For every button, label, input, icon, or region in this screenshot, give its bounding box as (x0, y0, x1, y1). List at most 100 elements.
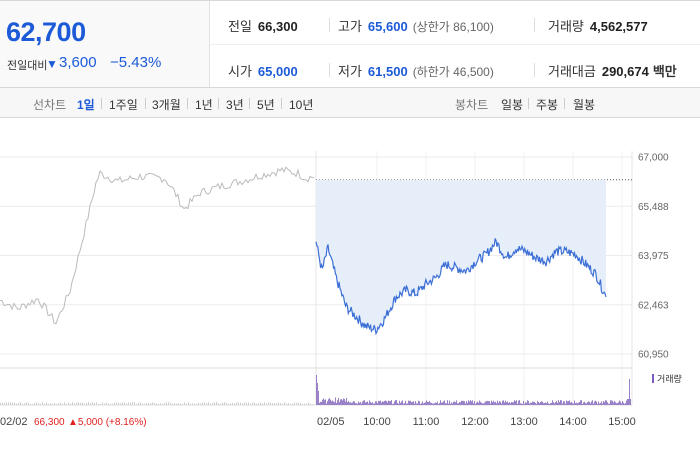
period-1w-tab[interactable]: 1주일 (109, 98, 138, 112)
volume-bar (238, 402, 239, 405)
candle-chart-label: 봉차트 (455, 98, 489, 112)
volume-bar (594, 401, 595, 405)
volume-bar (146, 402, 147, 405)
volume-bar (430, 402, 431, 405)
volume-bar (353, 401, 354, 405)
volume-bar (294, 402, 295, 405)
trade-value-label: 거래대금 (548, 64, 596, 79)
volume-bar (555, 402, 556, 405)
volume-bar (40, 403, 41, 405)
low-label: 저가 (338, 64, 362, 79)
volume-bar (106, 402, 107, 405)
volume-bar (505, 400, 506, 405)
volume-bar (552, 400, 553, 405)
period-3m-tab[interactable]: 3개월 (152, 98, 181, 112)
volume-bar (522, 403, 523, 405)
volume-bar (420, 403, 421, 405)
volume-bar (465, 403, 466, 405)
period-1d-tab[interactable]: 1일 (77, 98, 95, 112)
volume-bar (481, 402, 482, 405)
volume-bar (388, 400, 389, 405)
volume-bar (74, 403, 75, 405)
volume-bar (142, 403, 143, 405)
period-1y-tab[interactable]: 1년 (195, 98, 213, 112)
volume-bar (490, 403, 491, 405)
period-5y-tab[interactable]: 5년 (257, 98, 275, 112)
volume-bar (312, 403, 313, 405)
volume-bar (554, 403, 555, 405)
volume-bar (479, 400, 480, 405)
volume-bar (248, 402, 249, 405)
candle-daily-tab[interactable]: 일봉 (501, 98, 524, 112)
volume-bar (515, 401, 516, 405)
current-price-box: 62,700 전일대비 ▼ 3,600 −5.43% (0, 1, 210, 87)
volume-bar (114, 402, 115, 405)
volume-bar (524, 403, 525, 405)
volume-bar (598, 401, 599, 405)
volume-bar (528, 400, 529, 405)
y-tick-label: 67,000 (638, 153, 669, 164)
volume-bar (46, 402, 47, 405)
volume-bar (54, 402, 55, 405)
volume-bar (360, 401, 361, 405)
volume-bar (326, 403, 327, 405)
volume-bar (546, 402, 547, 405)
compare-label: 전일대비 (7, 60, 48, 72)
price-series (0, 166, 632, 336)
volume-bar (104, 403, 105, 405)
volume-bar (518, 400, 519, 405)
volume-bar (84, 403, 85, 405)
price-summary: 62,700 전일대비 ▼ 3,600 −5.43% 전일 66,300 고가 65… (0, 0, 700, 88)
volume-bar (547, 401, 548, 405)
volume-bar (502, 400, 503, 405)
volume-bar (300, 402, 301, 405)
volume-bar (377, 403, 378, 405)
volume-bar (454, 401, 455, 405)
volume-bar (80, 402, 81, 405)
volume-bar (42, 402, 43, 405)
volume-bar (174, 403, 175, 405)
volume-bar (132, 402, 133, 405)
volume-bar (158, 403, 159, 405)
volume-bar (492, 401, 493, 405)
volume-bar (6, 402, 7, 405)
volume-bar (224, 402, 225, 405)
volume-bar (426, 400, 427, 405)
volume-bar (429, 400, 430, 405)
volume-bar (462, 400, 463, 405)
period-3y-tab[interactable]: 3년 (226, 98, 244, 112)
volume-bar (38, 402, 39, 405)
x-axis-labels: 02/02 66,300 ▲5,000 (+8.16%) 02/05 10:00 11:0… (0, 416, 636, 428)
open-price: 시가 65,000 (228, 61, 298, 80)
volume-bar (60, 402, 61, 405)
price-chart[interactable]: 67,000 65,488 63,975 62,463 60,950 거래량 02/02… (0, 118, 700, 450)
volume-bar (336, 403, 337, 405)
candle-weekly-tab[interactable]: 주봉 (536, 98, 559, 112)
volume-bar (595, 400, 596, 405)
volume-bar (535, 402, 536, 405)
volume-bar (580, 400, 581, 405)
volume-bar (561, 400, 562, 405)
volume-bar (501, 403, 502, 405)
volume-bar (120, 403, 121, 405)
volume-bar (88, 402, 89, 405)
volume-bar (564, 401, 565, 405)
volume-bar (184, 402, 185, 405)
volume-bar (192, 403, 193, 405)
volume-bar (532, 401, 533, 405)
volume-bar (128, 402, 129, 405)
volume-bar (423, 403, 424, 405)
volume-bar (482, 403, 483, 405)
low-value: 61,500 (367, 64, 408, 79)
volume-bar (626, 400, 627, 405)
volume-bar (569, 400, 570, 405)
volume-bar (138, 402, 139, 405)
volume-bar (450, 403, 451, 405)
candle-monthly-tab[interactable]: 월봉 (573, 98, 596, 112)
compare-value: 3,600 (59, 54, 97, 71)
volume-bar (581, 400, 582, 405)
volume-bar (359, 402, 360, 405)
volume-bar (50, 403, 51, 405)
volume-bar (513, 402, 514, 405)
period-10y-tab[interactable]: 10년 (289, 98, 314, 112)
